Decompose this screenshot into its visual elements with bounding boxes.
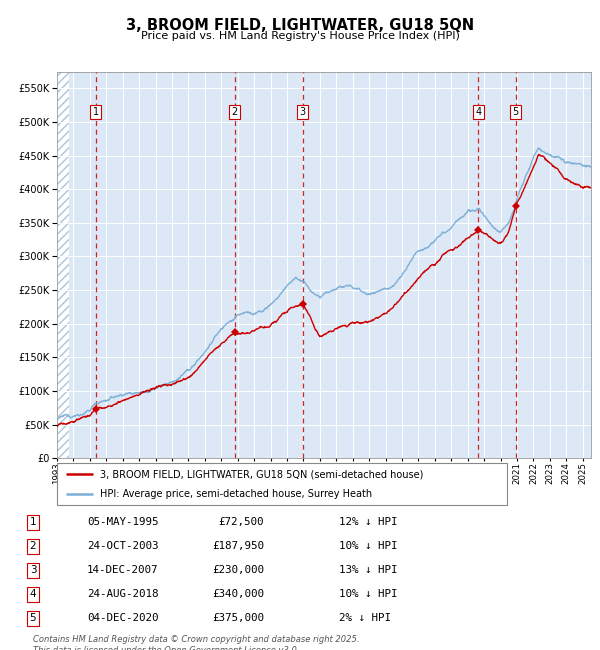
Text: £375,000: £375,000 <box>212 614 264 623</box>
Text: 2: 2 <box>232 107 238 117</box>
Text: 10% ↓ HPI: 10% ↓ HPI <box>339 541 397 551</box>
Text: 1: 1 <box>29 517 37 527</box>
Text: 5: 5 <box>29 614 37 623</box>
Text: 04-DEC-2020: 04-DEC-2020 <box>87 614 158 623</box>
Text: 14-DEC-2007: 14-DEC-2007 <box>87 566 158 575</box>
Text: £187,950: £187,950 <box>212 541 264 551</box>
Text: £230,000: £230,000 <box>212 566 264 575</box>
Text: Contains HM Land Registry data © Crown copyright and database right 2025.
This d: Contains HM Land Registry data © Crown c… <box>33 635 359 650</box>
Text: 24-AUG-2018: 24-AUG-2018 <box>87 590 158 599</box>
Text: £340,000: £340,000 <box>212 590 264 599</box>
Text: HPI: Average price, semi-detached house, Surrey Heath: HPI: Average price, semi-detached house,… <box>100 489 372 499</box>
Text: £72,500: £72,500 <box>218 517 264 527</box>
Text: 05-MAY-1995: 05-MAY-1995 <box>87 517 158 527</box>
Text: 4: 4 <box>29 590 37 599</box>
Text: 12% ↓ HPI: 12% ↓ HPI <box>339 517 397 527</box>
Text: 3, BROOM FIELD, LIGHTWATER, GU18 5QN: 3, BROOM FIELD, LIGHTWATER, GU18 5QN <box>126 18 474 33</box>
Text: 10% ↓ HPI: 10% ↓ HPI <box>339 590 397 599</box>
Text: 5: 5 <box>512 107 519 117</box>
Text: 3, BROOM FIELD, LIGHTWATER, GU18 5QN (semi-detached house): 3, BROOM FIELD, LIGHTWATER, GU18 5QN (se… <box>100 469 423 479</box>
Text: 4: 4 <box>475 107 482 117</box>
Text: 2% ↓ HPI: 2% ↓ HPI <box>339 614 391 623</box>
Text: 24-OCT-2003: 24-OCT-2003 <box>87 541 158 551</box>
Text: 1: 1 <box>92 107 98 117</box>
Text: 2: 2 <box>29 541 37 551</box>
Text: Price paid vs. HM Land Registry's House Price Index (HPI): Price paid vs. HM Land Registry's House … <box>140 31 460 41</box>
Text: 3: 3 <box>299 107 306 117</box>
Text: 3: 3 <box>29 566 37 575</box>
Text: 13% ↓ HPI: 13% ↓ HPI <box>339 566 397 575</box>
